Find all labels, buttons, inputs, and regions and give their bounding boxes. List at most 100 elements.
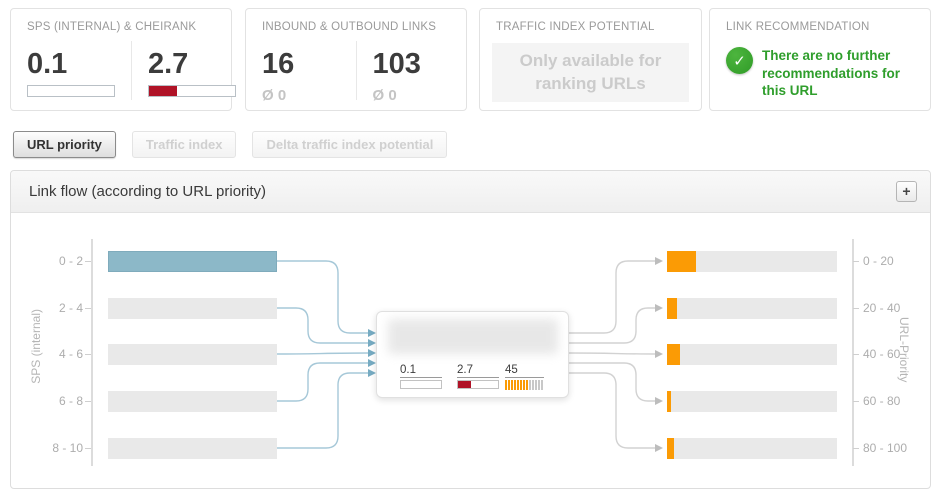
sps-left-half: 0.1 [11, 41, 131, 100]
traffic-unavailable-box: Only available for ranking URLs [492, 43, 689, 102]
right-flow-line [568, 352, 656, 355]
card-inbound-outbound: INBOUND & OUTBOUND LINKS 16 Ø 0 103 Ø 0 [245, 8, 467, 111]
left-axis-tick [85, 261, 91, 262]
link-flow-panel-header: Link flow (according to URL priority) + [11, 171, 930, 213]
node-mini-stat-value: 45 [505, 364, 544, 378]
check-circle-icon: ✓ [726, 47, 753, 74]
left-flow-bar[interactable] [108, 391, 277, 412]
right-axis-tick [853, 308, 859, 309]
tab-url-priority[interactable]: URL priority [13, 131, 116, 158]
orange-link-segment [667, 251, 696, 272]
link-flow-panel-title: Link flow (according to URL priority) [29, 183, 267, 200]
left-flow-bar[interactable] [108, 344, 277, 365]
cheirank-right-half: 2.7 [131, 41, 252, 100]
left-flow-arrow-icon [368, 369, 376, 377]
left-axis-category: 6 - 8 [58, 394, 83, 408]
left-axis-category: 0 - 2 [58, 254, 83, 268]
url-node-tooltip: 0.1 2.7 45 [376, 311, 569, 398]
left-flow-arrow-icon [368, 359, 376, 367]
left-flow-line [277, 372, 368, 449]
right-axis-tick [853, 401, 859, 402]
orange-link-segment [667, 438, 674, 459]
left-flow-arrow-icon [368, 349, 376, 357]
card-recommendation-title: LINK RECOMMENDATION [726, 21, 870, 33]
inbound-value: 16 [262, 48, 295, 80]
right-axis-category: 20 - 40 [863, 301, 901, 315]
traffic-unavailable-message: Only available for ranking URLs [519, 50, 662, 93]
inbound-average: Ø 0 [262, 87, 287, 104]
card-traffic-title: TRAFFIC INDEX POTENTIAL [496, 21, 655, 33]
left-flow-bar[interactable] [108, 298, 277, 319]
view-switcher: URL priority Traffic index Delta traffic… [13, 131, 448, 158]
striped-meter [505, 380, 544, 390]
right-axis-category: 40 - 60 [863, 347, 901, 361]
right-flow-bar[interactable] [667, 391, 837, 412]
right-flow-arrow-icon [655, 444, 663, 452]
sps-value: 0.1 [27, 48, 68, 80]
tab-traffic-index[interactable]: Traffic index [131, 131, 237, 158]
outbound-average: Ø 0 [372, 87, 397, 104]
left-axis-title: SPS (internal) [29, 309, 43, 384]
recommendation-message: There are no further recommendations for… [762, 48, 901, 99]
right-axis-line [852, 239, 854, 466]
right-flow-bar[interactable] [667, 251, 837, 272]
right-flow-arrow-icon [655, 350, 663, 358]
node-mini-bar [457, 380, 499, 389]
left-flow-line [277, 307, 368, 344]
right-flow-arrow-icon [655, 257, 663, 265]
left-axis-category: 8 - 10 [52, 441, 83, 455]
node-mini-stat: 0.1 [400, 364, 442, 389]
sps-progress-bar [27, 85, 115, 97]
node-mini-bar [400, 380, 442, 389]
right-flow-line [569, 372, 655, 449]
right-axis-category: 60 - 80 [863, 394, 901, 408]
right-flow-arrow-icon [655, 397, 663, 405]
right-axis-category: 80 - 100 [863, 441, 908, 455]
card-traffic-index-potential: TRAFFIC INDEX POTENTIAL Only available f… [479, 8, 702, 111]
left-flow-bar[interactable] [108, 438, 277, 459]
card-links-title: INBOUND & OUTBOUND LINKS [262, 21, 437, 33]
card-sps-title: SPS (INTERNAL) & CHEIRANK [27, 21, 197, 33]
left-flow-arrow-icon [368, 339, 376, 347]
outbound-half: 103 Ø 0 [355, 41, 467, 104]
tab-delta-traffic-index-potential[interactable]: Delta traffic index potential [252, 131, 448, 158]
node-mini-stat: 45 [505, 364, 544, 390]
right-axis-tick [853, 354, 859, 355]
right-flow-line [569, 307, 655, 344]
right-flow-line [569, 260, 655, 334]
link-flow-diagram: 0.1 2.7 45 0 - 2 2 - 4 4 - 6 6 - 8 8 - 10 0 - 2… [11, 213, 930, 488]
card-link-recommendation: LINK RECOMMENDATION ✓ There are no furth… [709, 8, 931, 111]
right-flow-line [569, 362, 655, 402]
left-axis-category: 2 - 4 [58, 301, 83, 315]
right-axis-tick [853, 261, 859, 262]
left-axis-tick [85, 448, 91, 449]
node-mini-stat: 2.7 [457, 364, 499, 389]
left-flow-line [277, 362, 368, 402]
expand-button[interactable]: + [896, 181, 917, 202]
orange-link-segment [667, 391, 671, 412]
left-axis-tick [85, 308, 91, 309]
redacted-url-label [388, 319, 558, 354]
right-flow-bar[interactable] [667, 344, 837, 365]
right-flow-bar[interactable] [667, 438, 837, 459]
right-axis-title: URL-Priority [897, 317, 911, 383]
left-axis-tick [85, 354, 91, 355]
right-axis-tick [853, 448, 859, 449]
right-flow-bar[interactable] [667, 298, 837, 319]
left-axis-line [91, 239, 93, 466]
left-axis-tick [85, 401, 91, 402]
inbound-half: 16 Ø 0 [246, 41, 356, 104]
right-flow-arrow-icon [655, 304, 663, 312]
orange-link-segment [667, 298, 677, 319]
card-sps-cheirank: SPS (INTERNAL) & CHEIRANK 0.1 2.7 [10, 8, 236, 111]
outbound-value: 103 [372, 48, 421, 80]
left-axis-category: 4 - 6 [58, 347, 83, 361]
cheirank-value: 2.7 [148, 48, 189, 80]
right-axis-category: 0 - 20 [863, 254, 894, 268]
left-flow-bar[interactable] [108, 251, 277, 272]
left-flow-arrow-icon [368, 329, 376, 337]
node-mini-stat-value: 2.7 [457, 364, 499, 378]
link-flow-panel: Link flow (according to URL priority) + … [10, 170, 931, 489]
left-flow-line [276, 352, 369, 355]
